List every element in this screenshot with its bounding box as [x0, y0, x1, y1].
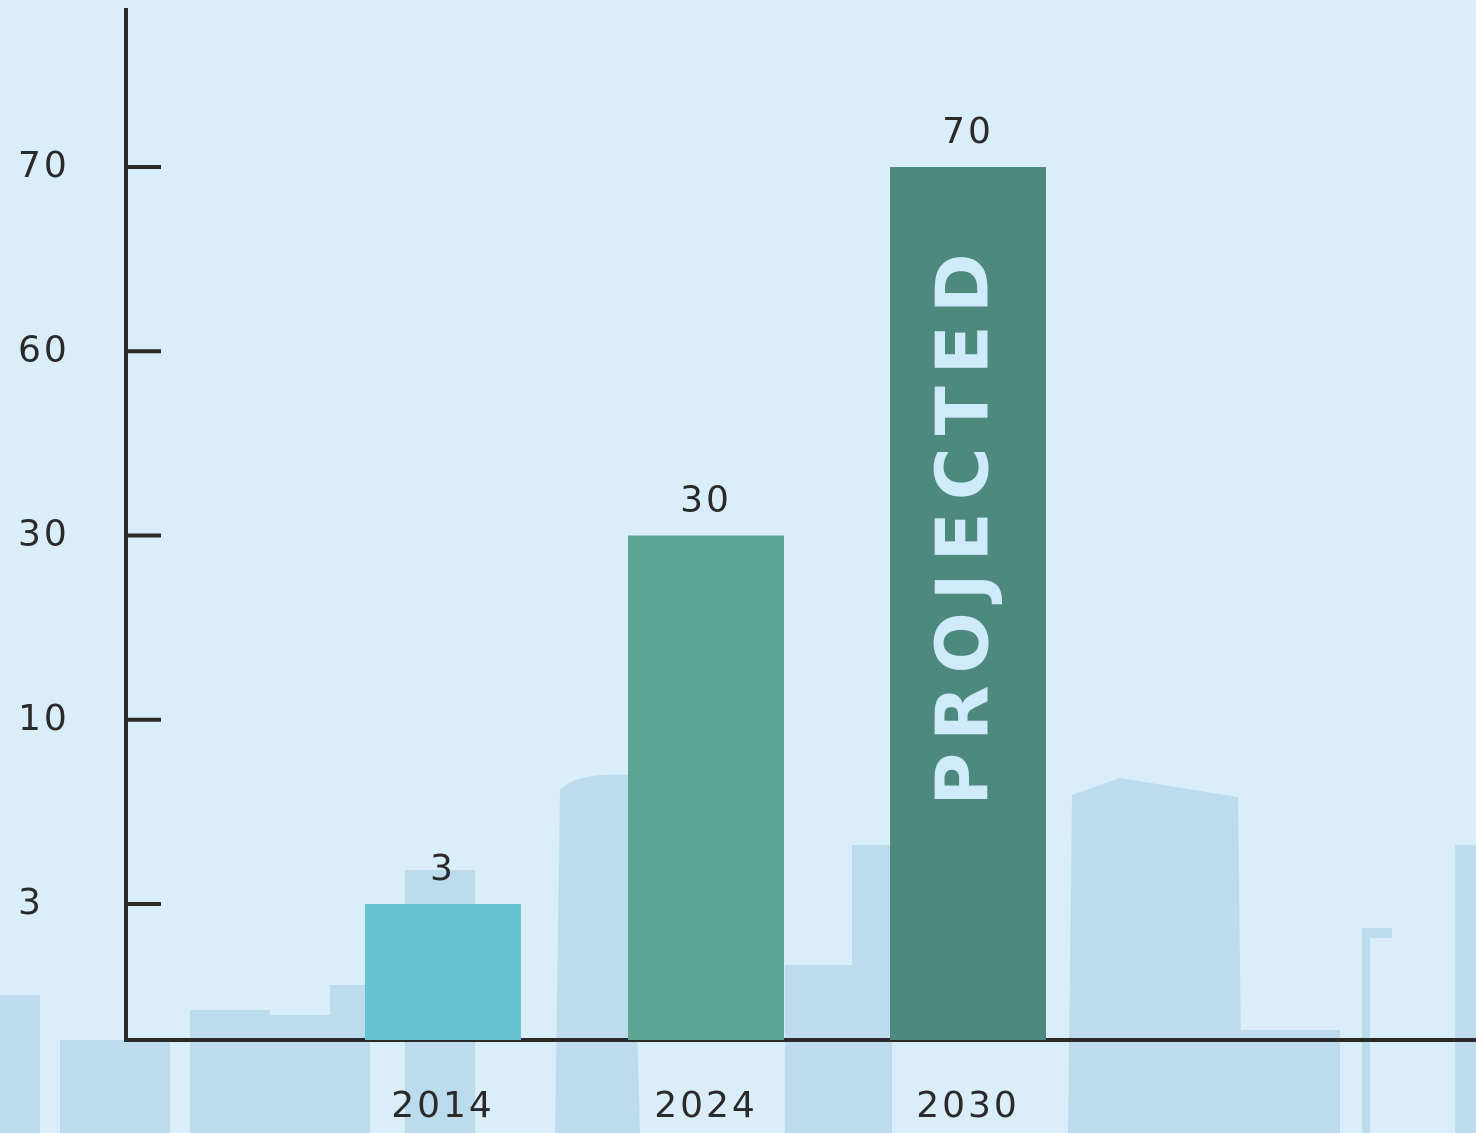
- x-tick-label: 2030: [916, 1085, 1020, 1126]
- y-tick-label: 30: [18, 514, 70, 555]
- y-tick-label: 60: [18, 329, 70, 370]
- bar: [365, 904, 521, 1040]
- y-tick-label: 3: [18, 882, 44, 923]
- value-label: 3: [430, 848, 456, 889]
- y-tick-label: 70: [18, 145, 70, 186]
- annotation: PROJECTED: [921, 241, 1005, 805]
- value-label: 70: [942, 111, 994, 152]
- y-tick-label: 10: [18, 698, 70, 739]
- value-label: 30: [680, 480, 732, 521]
- x-tick-label: 2014: [391, 1085, 495, 1126]
- chart: 3 10 30 60 70 3 2014 30 2024 70 2030 PROJECTED: [0, 0, 1476, 1133]
- x-tick-label: 2024: [654, 1085, 758, 1126]
- bar: [628, 536, 784, 1041]
